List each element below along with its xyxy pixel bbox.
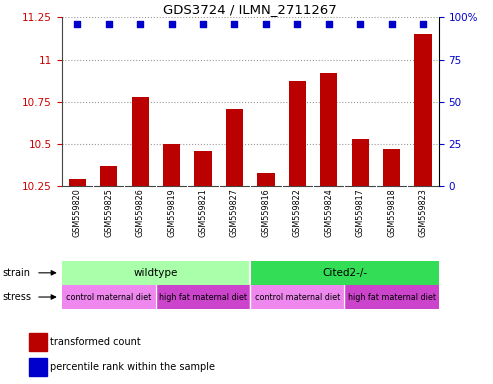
Bar — [320, 73, 337, 186]
Point — [199, 21, 207, 27]
Bar — [62, 285, 156, 309]
Point — [387, 21, 395, 27]
Text: GSM559822: GSM559822 — [293, 189, 302, 237]
Bar — [29, 333, 47, 351]
Text: GSM559816: GSM559816 — [261, 189, 271, 237]
Bar — [226, 109, 243, 186]
Text: GSM559826: GSM559826 — [136, 189, 145, 237]
Bar — [100, 166, 117, 186]
Point — [325, 21, 333, 27]
Point — [293, 21, 301, 27]
Text: GSM559821: GSM559821 — [199, 189, 208, 237]
Text: control maternal diet: control maternal diet — [255, 293, 340, 301]
Text: stress: stress — [2, 292, 32, 302]
Bar — [194, 151, 211, 186]
Text: control maternal diet: control maternal diet — [66, 293, 151, 301]
Bar — [156, 285, 250, 309]
Title: GDS3724 / ILMN_2711267: GDS3724 / ILMN_2711267 — [163, 3, 337, 16]
Text: Cited2-/-: Cited2-/- — [322, 268, 367, 278]
Bar — [289, 81, 306, 186]
Text: strain: strain — [2, 268, 31, 278]
Bar — [29, 358, 47, 376]
Text: transformed count: transformed count — [50, 337, 141, 347]
Text: percentile rank within the sample: percentile rank within the sample — [50, 362, 215, 372]
Text: GSM559817: GSM559817 — [355, 189, 365, 237]
Point — [262, 21, 270, 27]
Bar — [250, 285, 345, 309]
Bar — [132, 97, 149, 186]
Point — [136, 21, 144, 27]
Text: high fat maternal diet: high fat maternal diet — [348, 293, 436, 301]
Bar — [383, 149, 400, 186]
Text: GSM559823: GSM559823 — [419, 189, 427, 237]
Text: wildtype: wildtype — [134, 268, 178, 278]
Point — [73, 21, 81, 27]
Bar — [345, 285, 439, 309]
Text: GSM559827: GSM559827 — [230, 189, 239, 237]
Text: GSM559819: GSM559819 — [167, 189, 176, 237]
Bar — [69, 179, 86, 186]
Point — [168, 21, 176, 27]
Text: GSM559825: GSM559825 — [104, 189, 113, 237]
Bar — [352, 139, 369, 186]
Bar — [163, 144, 180, 186]
Point — [105, 21, 113, 27]
Point — [356, 21, 364, 27]
Text: GSM559824: GSM559824 — [324, 189, 333, 237]
Bar — [250, 261, 439, 285]
Bar — [62, 261, 250, 285]
Text: high fat maternal diet: high fat maternal diet — [159, 293, 247, 301]
Text: GSM559818: GSM559818 — [387, 189, 396, 237]
Point — [419, 21, 427, 27]
Bar — [257, 173, 275, 186]
Bar — [415, 34, 432, 186]
Point — [231, 21, 239, 27]
Text: GSM559820: GSM559820 — [73, 189, 82, 237]
